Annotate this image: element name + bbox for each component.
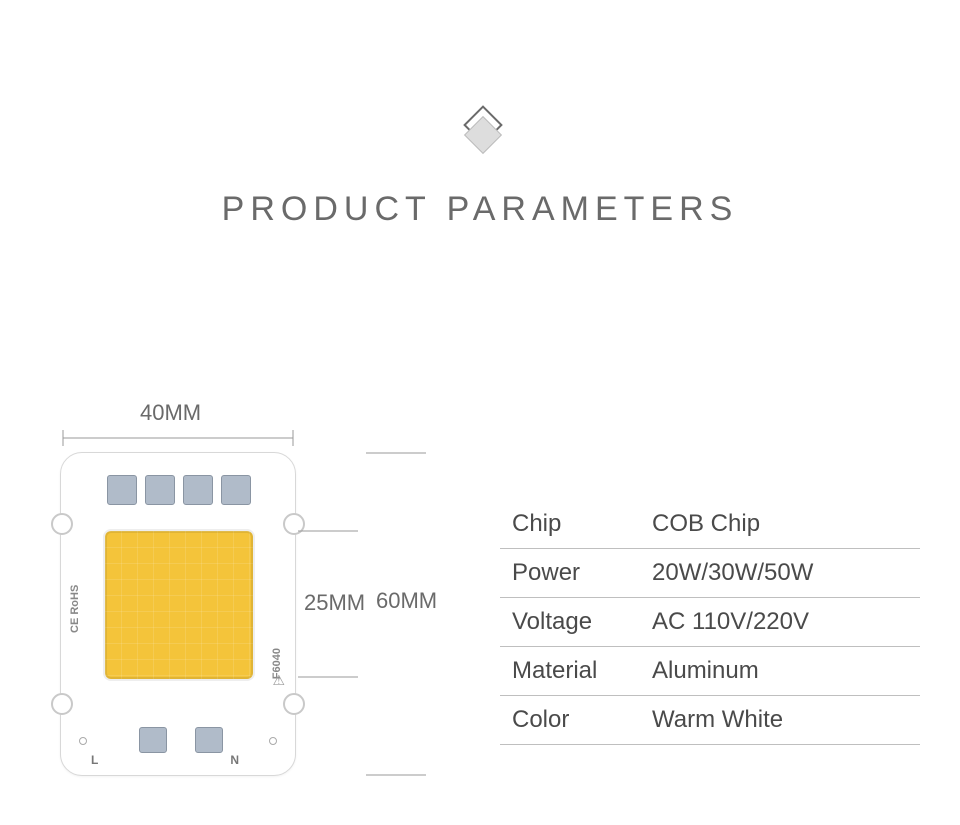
mount-hole-icon [283,693,305,715]
terminal-n-label: N [230,753,239,767]
param-label: Color [512,706,652,734]
contact-pad-icon [195,727,223,753]
warning-icon: ⚠ [272,672,285,689]
mount-hole-icon [51,693,73,715]
table-row: Voltage AC 110V/220V [500,598,920,647]
contact-pad-icon [107,475,137,505]
mount-hole-icon [51,513,73,535]
param-value: 20W/30W/50W [652,559,920,587]
table-row: Chip COB Chip [500,500,920,549]
contact-pad-icon [139,727,167,753]
content-area: 40MM CE RoHS F6040 ⚠ [0,400,960,800]
table-row: Color Warm White [500,696,920,745]
chip-diagram: 40MM CE RoHS F6040 ⚠ [60,400,440,800]
screw-icon [269,737,277,745]
dimension-led-label: 25MM [304,590,365,616]
page-title: PRODUCT PARAMETERS [0,190,960,229]
table-row: Material Aluminum [500,647,920,696]
param-label: Voltage [512,608,652,636]
param-label: Material [512,657,652,685]
dimension-height-label: 60MM [376,588,437,614]
cert-label: CE RoHS [69,585,81,633]
param-value: Warm White [652,706,920,734]
header: PRODUCT PARAMETERS [0,0,960,229]
dimension-width-line [62,430,294,446]
contact-pad-icon [221,475,251,505]
contact-pad-icon [183,475,213,505]
parameters-table: Chip COB Chip Power 20W/30W/50W Voltage … [500,500,920,745]
terminal-l-label: L [91,753,98,767]
diamond-icon [450,100,510,160]
contact-pad-icon [145,475,175,505]
top-contact-row [107,475,251,505]
param-value: Aluminum [652,657,920,685]
dimension-height-line [366,452,426,776]
table-row: Power 20W/30W/50W [500,549,920,598]
bottom-contact-row [139,727,223,753]
screw-icon [79,737,87,745]
param-value: COB Chip [652,510,920,538]
param-value: AC 110V/220V [652,608,920,636]
chip-body: CE RoHS F6040 ⚠ L N [60,452,296,776]
param-label: Chip [512,510,652,538]
led-emitter-icon [105,531,253,679]
dimension-width-label: 40MM [140,400,201,426]
param-label: Power [512,559,652,587]
